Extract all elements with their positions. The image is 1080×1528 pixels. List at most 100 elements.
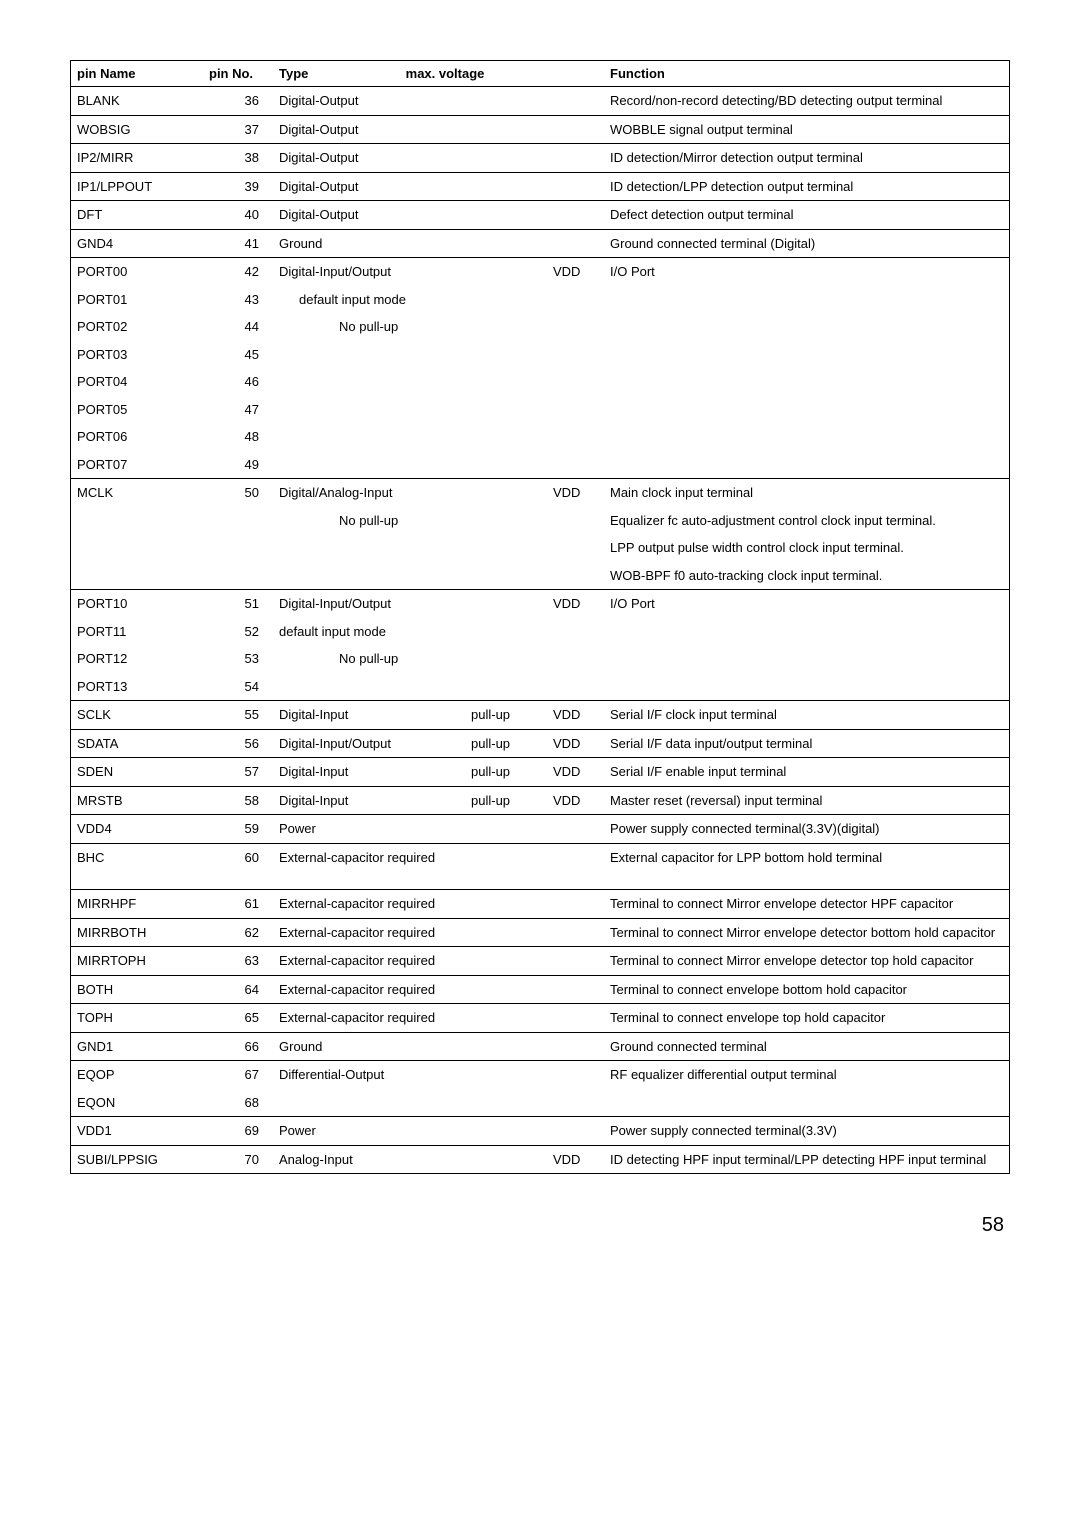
cell-type: Digital-Input <box>273 701 465 730</box>
cell-pin-name: GND4 <box>71 229 204 258</box>
cell-pull <box>465 201 547 230</box>
table-row: MCLK50Digital/Analog-InputVDDMain clock … <box>71 479 1010 507</box>
cell-voltage <box>547 1061 604 1089</box>
cell-pull <box>465 562 547 590</box>
table-row: PORT1354 <box>71 673 1010 701</box>
cell-pin-no: 63 <box>203 947 273 976</box>
cell-function: Serial I/F clock input terminal <box>604 701 1010 730</box>
cell-function: RF equalizer differential output termina… <box>604 1061 1010 1089</box>
cell-type: External-capacitor required <box>273 975 547 1004</box>
header-pin-name: pin Name <box>71 61 204 87</box>
cell-type: Digital-Output <box>273 144 465 173</box>
cell-type: Digital-Input/Output <box>273 258 465 286</box>
cell-pin-name: MIRRTOPH <box>71 947 204 976</box>
table-row: SUBI/LPPSIG70Analog-InputVDDID detecting… <box>71 1145 1010 1174</box>
cell-voltage <box>547 1117 604 1146</box>
cell-voltage: VDD <box>547 258 604 286</box>
cell-type: External-capacitor required <box>273 947 547 976</box>
cell-function: ID detection/LPP detection output termin… <box>604 172 1010 201</box>
cell-pin-no: 65 <box>203 1004 273 1033</box>
cell-type: Digital-Input/Output <box>273 729 465 758</box>
cell-type: Digital-Output <box>273 172 465 201</box>
cell-function <box>604 341 1010 369</box>
table-row: SDATA56Digital-Input/Outputpull-upVDDSer… <box>71 729 1010 758</box>
cell-type: Digital/Analog-Input <box>273 479 465 507</box>
cell-function <box>604 313 1010 341</box>
cell-type <box>273 673 465 701</box>
cell-pin-no: 69 <box>203 1117 273 1146</box>
cell-function: Power supply connected terminal(3.3V)(di… <box>604 815 1010 844</box>
cell-function <box>604 423 1010 451</box>
table-row: LPP output pulse width control clock inp… <box>71 534 1010 562</box>
cell-type: External-capacitor required <box>273 918 547 947</box>
header-type-label: Type <box>279 66 308 81</box>
cell-voltage <box>547 947 604 976</box>
cell-type <box>273 534 465 562</box>
table-row: SDEN57Digital-Inputpull-upVDDSerial I/F … <box>71 758 1010 787</box>
cell-pin-name: TOPH <box>71 1004 204 1033</box>
cell-pin-no: 42 <box>203 258 273 286</box>
cell-pin-name: PORT10 <box>71 590 204 618</box>
cell-function: External capacitor for LPP bottom hold t… <box>604 843 1010 890</box>
cell-type: No pull-up <box>273 507 465 535</box>
cell-pull <box>465 341 547 369</box>
cell-pin-name: PORT05 <box>71 396 204 424</box>
cell-pin-name: PORT04 <box>71 368 204 396</box>
cell-pin-name: SDATA <box>71 729 204 758</box>
cell-pin-no: 41 <box>203 229 273 258</box>
cell-pull <box>465 396 547 424</box>
cell-pin-name: PORT12 <box>71 645 204 673</box>
cell-pin-name: PORT13 <box>71 673 204 701</box>
table-row: GND166GroundGround connected terminal <box>71 1032 1010 1061</box>
cell-voltage <box>547 618 604 646</box>
cell-pin-no: 38 <box>203 144 273 173</box>
cell-pin-name: PORT11 <box>71 618 204 646</box>
cell-voltage: VDD <box>547 729 604 758</box>
header-max-voltage: max. voltage <box>406 66 485 81</box>
cell-pin-no: 47 <box>203 396 273 424</box>
cell-pin-no: 59 <box>203 815 273 844</box>
cell-type: Analog-Input <box>273 1145 465 1174</box>
cell-pull <box>465 451 547 479</box>
cell-pin-name: SCLK <box>71 701 204 730</box>
cell-voltage <box>547 890 604 919</box>
cell-pin-name: PORT00 <box>71 258 204 286</box>
cell-voltage <box>547 1032 604 1061</box>
cell-pull <box>465 479 547 507</box>
cell-pin-name: VDD1 <box>71 1117 204 1146</box>
cell-pin-no: 44 <box>203 313 273 341</box>
cell-pin-no: 51 <box>203 590 273 618</box>
cell-type: Power <box>273 815 465 844</box>
table-row: PORT1152default input mode <box>71 618 1010 646</box>
cell-pull <box>465 1061 547 1089</box>
cell-voltage <box>547 87 604 116</box>
cell-function: Ground connected terminal (Digital) <box>604 229 1010 258</box>
table-row: PORT1051Digital-Input/OutputVDDI/O Port <box>71 590 1010 618</box>
cell-function: Terminal to connect envelope top hold ca… <box>604 1004 1010 1033</box>
cell-function: Defect detection output terminal <box>604 201 1010 230</box>
cell-pin-name: MIRRHPF <box>71 890 204 919</box>
cell-voltage <box>547 368 604 396</box>
cell-function <box>604 1089 1010 1117</box>
cell-pull: pull-up <box>465 701 547 730</box>
cell-pull <box>465 286 547 314</box>
table-row: WOB-BPF f0 auto-tracking clock input ter… <box>71 562 1010 590</box>
cell-pin-no: 62 <box>203 918 273 947</box>
table-row: MIRRTOPH63External-capacitor requiredTer… <box>71 947 1010 976</box>
cell-type <box>273 341 465 369</box>
cell-pin-no: 61 <box>203 890 273 919</box>
cell-function: Terminal to connect Mirror envelope dete… <box>604 918 1010 947</box>
cell-voltage <box>547 673 604 701</box>
cell-pull <box>465 1032 547 1061</box>
cell-pull <box>465 1117 547 1146</box>
table-row: PORT0749 <box>71 451 1010 479</box>
cell-pull <box>465 258 547 286</box>
cell-pin-no: 53 <box>203 645 273 673</box>
table-row: BLANK36Digital-OutputRecord/non-record d… <box>71 87 1010 116</box>
table-row: GND441GroundGround connected terminal (D… <box>71 229 1010 258</box>
cell-pin-name: BLANK <box>71 87 204 116</box>
cell-type <box>273 368 465 396</box>
cell-voltage: VDD <box>547 786 604 815</box>
cell-type: Digital-Input <box>273 758 465 787</box>
cell-pin-name: PORT07 <box>71 451 204 479</box>
